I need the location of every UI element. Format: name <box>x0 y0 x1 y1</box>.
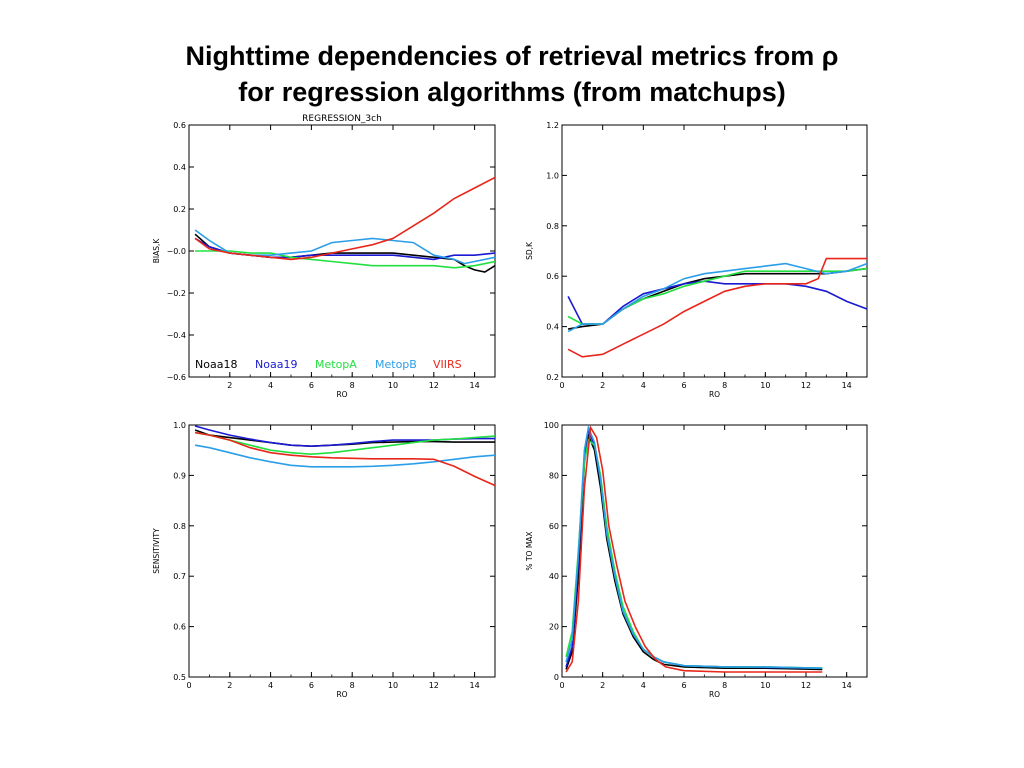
chart-bias: 2 4 6 8 10 12 14 −0.6 −0.4 −0.2 −0.0 0.2 0.4 0.6 RO BIA… <box>152 114 496 399</box>
chart-sd: 0 2 4 6 8 10 12 14 0.2 0.4 0.6 0.8 1.0 1.2 RO SD,K <box>525 121 868 399</box>
series-line-metopb <box>565 425 823 669</box>
y-tick-label: 0.6 <box>173 121 186 130</box>
series-line-noaa19 <box>565 427 823 669</box>
series-line-viirs <box>565 425 823 673</box>
chart-title: REGRESSION_3ch <box>302 114 382 124</box>
y-tick-label: 0.8 <box>546 222 559 231</box>
series-line-metopa <box>195 250 495 269</box>
y-axis-label: BIAS,K <box>152 238 161 264</box>
y-tick-label: 0.6 <box>546 272 559 281</box>
x-tick-label: 10 <box>388 381 398 390</box>
chart-sensitivity: 0 2 4 6 8 10 12 14 0.5 0.6 0.7 0.8 0.9 1.0 RO SENSITIVI… <box>152 421 496 699</box>
series-line-noaa18 <box>565 432 823 671</box>
x-tick-label: 4 <box>268 681 273 690</box>
slide-title-line2: for regression algorithms (from matchups… <box>238 77 786 107</box>
y-tick-label: 1.2 <box>546 121 559 130</box>
chart-pct_to_max: 0 2 4 6 8 10 12 14 0 20 40 60 80 100 RO % TO MAX <box>525 421 868 699</box>
x-tick-label: 6 <box>681 681 686 690</box>
x-tick-label: 0 <box>559 681 564 690</box>
x-tick-label: 12 <box>429 681 439 690</box>
x-tick-label: 12 <box>801 681 811 690</box>
x-tick-label: 2 <box>227 681 232 690</box>
x-axis-label: RO <box>709 390 720 399</box>
y-tick-label: 0.4 <box>546 323 559 332</box>
y-tick-label: −0.2 <box>167 289 186 298</box>
x-tick-label: 2 <box>227 381 232 390</box>
y-tick-label: 20 <box>549 623 559 632</box>
y-tick-label: 0.8 <box>173 522 186 531</box>
series-line-viirs <box>567 257 867 358</box>
legend-item-noaa19: Noaa19 <box>255 358 297 371</box>
legend-item-viirs: VIIRS <box>433 358 462 371</box>
y-tick-label: 0.2 <box>173 205 186 214</box>
y-tick-label: −0.0 <box>167 247 186 256</box>
x-axis-label: RO <box>709 690 720 699</box>
y-tick-label: −0.6 <box>167 373 186 382</box>
x-tick-label: 10 <box>760 681 770 690</box>
series-line-metopa <box>194 431 495 456</box>
y-tick-label: 0.7 <box>173 572 186 581</box>
y-tick-label: 0 <box>554 673 559 682</box>
series-line-noaa19 <box>567 280 867 325</box>
series-line-noaa18 <box>194 233 495 273</box>
x-tick-label: 12 <box>429 381 439 390</box>
x-tick-label: 10 <box>388 681 398 690</box>
y-tick-label: 40 <box>549 572 559 581</box>
x-tick-label: 4 <box>641 381 646 390</box>
y-tick-label: 0.6 <box>173 623 186 632</box>
x-tick-label: 14 <box>842 681 852 690</box>
y-tick-label: −0.4 <box>167 331 186 340</box>
x-tick-label: 0 <box>186 681 191 690</box>
x-axis-label: RO <box>336 390 347 399</box>
y-tick-label: 0.5 <box>173 673 186 682</box>
y-tick-label: 0.9 <box>173 471 186 480</box>
series-line-viirs <box>194 176 495 261</box>
y-axis-label: % TO MAX <box>525 531 534 570</box>
x-tick-label: 4 <box>268 381 273 390</box>
x-tick-label: 8 <box>350 381 355 390</box>
series-line-viirs <box>194 431 495 487</box>
slide-title-line1: Nighttime dependencies of retrieval metr… <box>185 41 839 71</box>
plot-frame <box>561 124 868 378</box>
x-tick-label: 2 <box>600 681 605 690</box>
x-tick-label: 12 <box>801 381 811 390</box>
plot-frame <box>188 424 496 678</box>
series-line-metopa <box>565 438 823 669</box>
x-tick-label: 8 <box>350 681 355 690</box>
y-axis-label: SD,K <box>525 241 534 260</box>
x-tick-label: 6 <box>309 681 314 690</box>
y-tick-label: 0.4 <box>173 163 186 172</box>
slide-title: Nighttime dependencies of retrieval metr… <box>0 38 1024 110</box>
x-tick-label: 6 <box>309 381 314 390</box>
series-line-metopb <box>194 229 495 265</box>
x-tick-label: 2 <box>600 381 605 390</box>
legend-item-noaa18: Noaa18 <box>195 358 237 371</box>
x-tick-label: 0 <box>559 381 564 390</box>
y-tick-label: 80 <box>549 471 559 480</box>
y-tick-label: 1.0 <box>173 421 186 430</box>
x-tick-label: 6 <box>681 381 686 390</box>
y-axis-label: SENSITIVITY <box>152 528 161 574</box>
legend-item-metopa: MetopA <box>315 358 357 371</box>
y-tick-label: 1.0 <box>546 171 559 180</box>
plot-frame <box>561 424 868 678</box>
series-line-metopb <box>567 262 867 333</box>
x-tick-label: 14 <box>842 381 852 390</box>
x-tick-label: 14 <box>470 681 480 690</box>
y-tick-label: 0.2 <box>546 373 559 382</box>
series-line-metopb <box>194 444 495 468</box>
x-tick-label: 10 <box>760 381 770 390</box>
y-tick-label: 100 <box>544 421 559 430</box>
x-tick-label: 8 <box>722 681 727 690</box>
y-tick-label: 60 <box>549 522 559 531</box>
legend-item-metopb: MetopB <box>375 358 417 371</box>
x-tick-label: 14 <box>470 381 480 390</box>
x-axis-label: RO <box>336 690 347 699</box>
x-tick-label: 4 <box>641 681 646 690</box>
x-tick-label: 8 <box>722 381 727 390</box>
